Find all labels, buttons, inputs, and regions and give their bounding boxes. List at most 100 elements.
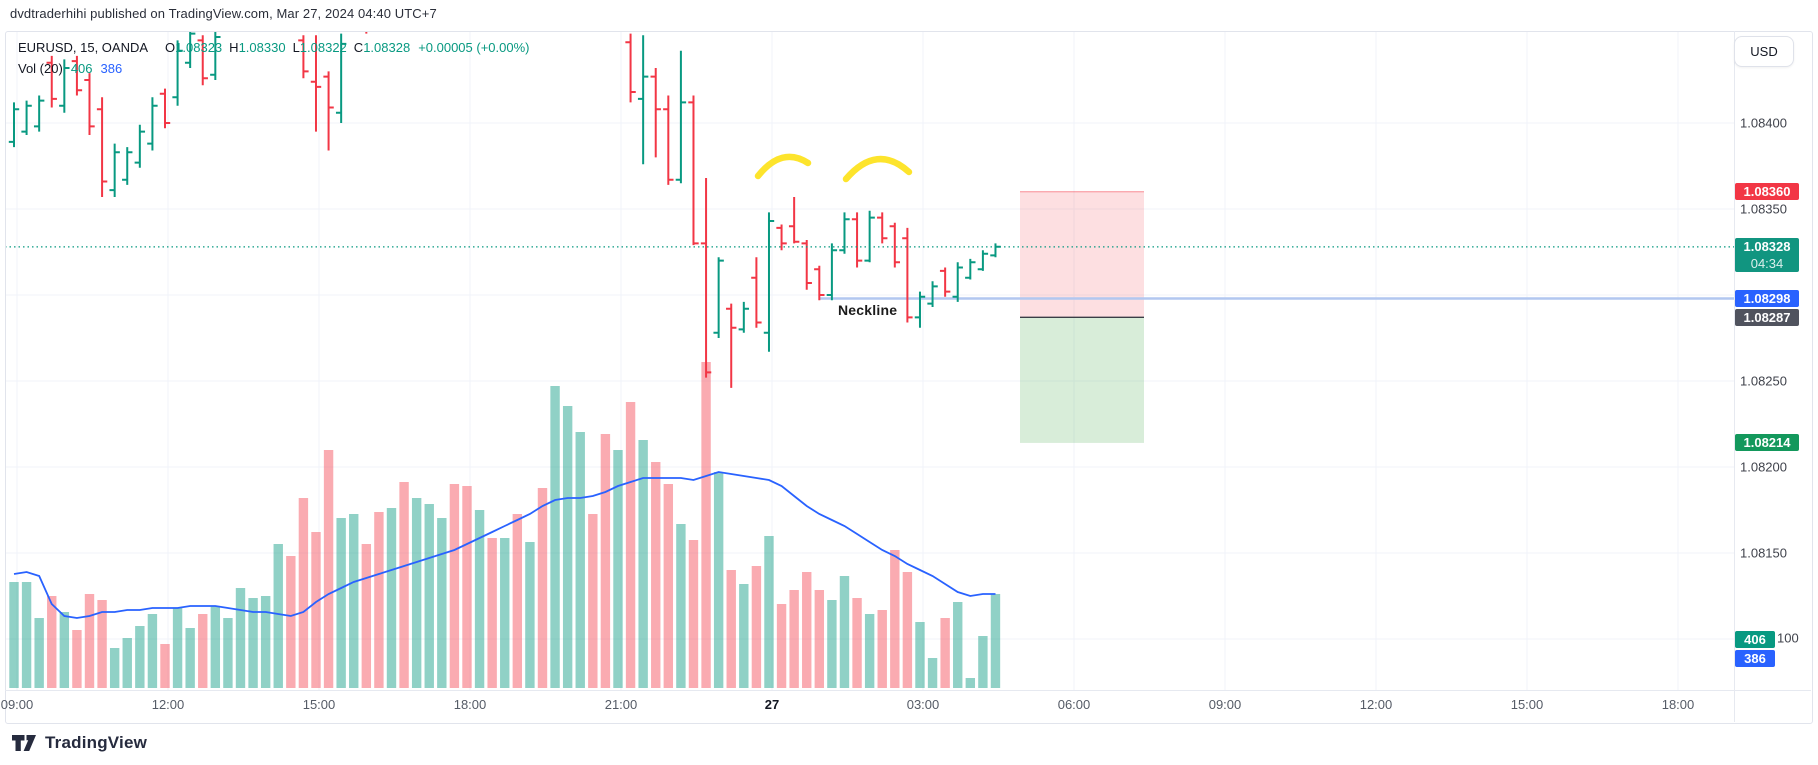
volume-bar (953, 602, 963, 688)
ohlc-bar (323, 71, 334, 151)
volume-value-badge: 406 (1735, 630, 1775, 648)
volume-bar (726, 570, 736, 688)
ohlc-bar (122, 147, 133, 185)
ohlc-bar (713, 257, 724, 338)
volume-bar (839, 576, 850, 688)
volume-bar (537, 488, 548, 688)
volume-bar (764, 536, 774, 688)
volume-bar (663, 484, 674, 688)
volume-bar (776, 604, 787, 688)
target-price-badge: 1.08214 (1735, 434, 1799, 452)
volume-bar (386, 508, 397, 688)
volume-bar (437, 518, 447, 688)
volume-bar (651, 462, 661, 688)
volume-bar (336, 518, 346, 688)
ohlc-bar (763, 212, 775, 352)
ohlc-bar (788, 197, 800, 244)
volume-bar (638, 440, 648, 688)
volume-bar (172, 608, 183, 688)
volume-bar (273, 544, 283, 688)
time-axis-label: 12:00 (151, 697, 185, 712)
volume-bar (248, 598, 258, 688)
volume-bar (449, 484, 460, 688)
attribution-text: dvdtraderhihi published on TradingView.c… (10, 6, 437, 21)
volume-bar (97, 600, 107, 688)
symbol-legend: EURUSD, 15, OANDA O1.08323 H1.08330 L1.0832… (18, 37, 530, 58)
volume-legend: Vol (20) 406 386 (18, 58, 122, 79)
volume-bar (135, 626, 145, 688)
ohlc-bar (637, 35, 649, 165)
ohlc-bar (310, 35, 322, 132)
volume-bar (9, 582, 19, 688)
ohlc-bar (700, 178, 712, 378)
volume-bar (399, 482, 409, 688)
volume-bar (877, 610, 887, 688)
ohlc-bar (952, 262, 963, 302)
tradingview-logo[interactable]: TradingView (12, 733, 147, 753)
volume-ma-line (13, 471, 996, 619)
price-axis-label: 1.08400 (1740, 115, 1787, 131)
ohlc-bar (46, 55, 57, 108)
ohlc-bar (172, 40, 183, 106)
volume-bar (890, 550, 900, 688)
volume-bar (688, 540, 699, 688)
volume-bar (852, 598, 862, 688)
ohlc-bar (864, 210, 875, 263)
ohlc-bar (663, 95, 674, 185)
ohlc-bar (96, 97, 108, 197)
volume-bar (915, 622, 925, 688)
low-label: L (292, 40, 300, 55)
time-axis-separator (5, 690, 1811, 691)
time-axis-label: 27 (764, 697, 780, 712)
time-axis[interactable] (5, 691, 1734, 722)
price-axis-label: 1.08250 (1740, 373, 1787, 389)
volume-bar (298, 498, 309, 688)
price-axis-label: 1.08200 (1740, 459, 1787, 475)
volume-bar (235, 588, 246, 688)
time-axis-label: 15:00 (302, 697, 336, 712)
volume-bar (525, 542, 535, 688)
volume-bar (739, 584, 749, 688)
time-axis-label: 06:00 (1057, 697, 1091, 712)
volume-bar (600, 434, 611, 688)
volume-bar (562, 406, 573, 688)
volume-bar (185, 628, 195, 688)
volume-ma-value: 386 (100, 61, 123, 76)
ohlc-bar (147, 97, 158, 151)
ohlc-bar (914, 291, 926, 328)
tradingview-logo-icon (12, 735, 36, 751)
volume-bar (47, 596, 57, 688)
time-axis-label: 09:00 (0, 697, 34, 712)
ohlc-bar (839, 212, 850, 254)
volume-bar (927, 658, 938, 688)
plot-area (5, 31, 1734, 690)
position-risk-zone (1020, 191, 1144, 318)
volume-bar (260, 596, 271, 688)
volume-value: 406 (70, 61, 93, 76)
ohlc-bar (134, 124, 146, 168)
ohlc-bar (650, 68, 661, 158)
volume-bar (34, 618, 44, 688)
volume-bar (411, 498, 422, 688)
ohlc-bar (84, 73, 95, 135)
currency-toggle-button[interactable]: USD (1734, 36, 1794, 67)
open-value: 1.08323 (175, 40, 223, 55)
ohlc-bar (738, 301, 750, 333)
ohlc-bar (33, 95, 45, 132)
volume-bar (965, 678, 976, 688)
currency-label: USD (1750, 44, 1778, 59)
time-axis-label: 15:00 (1510, 697, 1544, 712)
volume-bar (550, 386, 560, 688)
ohlc-bar (184, 31, 196, 68)
volume-bar (512, 514, 523, 688)
volume-bar (902, 572, 913, 688)
ohlc-bar (889, 222, 901, 268)
volume-axis-label: 100 (1777, 630, 1799, 646)
volume-bar (223, 618, 233, 688)
volume-bar (474, 510, 485, 688)
time-axis-label: 09:00 (1208, 697, 1242, 712)
volume-bar (311, 532, 321, 688)
ohlc-bar (814, 265, 825, 301)
